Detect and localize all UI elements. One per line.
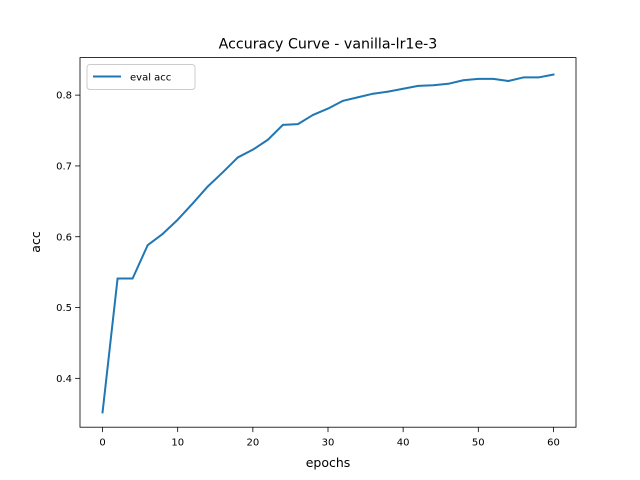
x-tick-label: 20 (246, 438, 259, 449)
axes: 0 10 20 30 40 50 60 0.4 0.5 0.6 0.7 0.8 (56, 57, 577, 449)
y-tick-label: 0.5 (56, 303, 72, 314)
data-point (312, 114, 314, 116)
data-point (251, 148, 254, 151)
y-tick-label: 0.6 (56, 232, 72, 243)
y-tick-label: 0.7 (56, 162, 72, 173)
data-point (417, 85, 420, 87)
y-tick-label: 0.8 (56, 91, 72, 102)
data-point (537, 76, 540, 79)
legend-label: eval acc (130, 73, 171, 84)
x-tick-label: 0 (99, 438, 105, 449)
data-point (161, 233, 164, 235)
data-point (176, 218, 179, 221)
legend: eval acc (86, 64, 196, 90)
x-axis-label: epochs (306, 455, 351, 470)
data-point (297, 123, 299, 126)
chart-title: Accuracy Curve - vanilla-lr1e-3 (219, 37, 438, 53)
data-point (327, 107, 329, 110)
y-tick-label: 0.4 (56, 374, 72, 385)
data-point (432, 84, 435, 87)
data-point (477, 77, 480, 80)
data-point (357, 96, 359, 99)
data-point (221, 171, 224, 174)
x-tick-label: 30 (322, 438, 335, 449)
plot-area (101, 73, 555, 414)
data-point (507, 80, 510, 82)
data-point (387, 90, 390, 93)
x-tick-label: 10 (171, 438, 184, 449)
data-point (191, 202, 194, 205)
data-point (492, 77, 495, 80)
data-point (236, 156, 239, 159)
data-point (522, 76, 525, 79)
data-point (206, 185, 209, 188)
data-point (447, 82, 450, 85)
data-point (282, 123, 284, 126)
data-point (266, 138, 269, 141)
data-point (116, 277, 119, 280)
x-tick-label: 60 (547, 438, 560, 449)
data-point (101, 411, 104, 414)
legend-box (86, 64, 196, 90)
data-point (372, 92, 374, 95)
data-point (552, 73, 555, 76)
data-point (146, 244, 149, 247)
data-point (131, 277, 134, 280)
x-tick-label: 50 (472, 438, 485, 449)
y-axis-label: acc (28, 231, 43, 253)
x-tick-label: 40 (397, 438, 410, 449)
data-point (402, 87, 405, 90)
data-point (462, 79, 465, 82)
data-point (342, 99, 344, 102)
